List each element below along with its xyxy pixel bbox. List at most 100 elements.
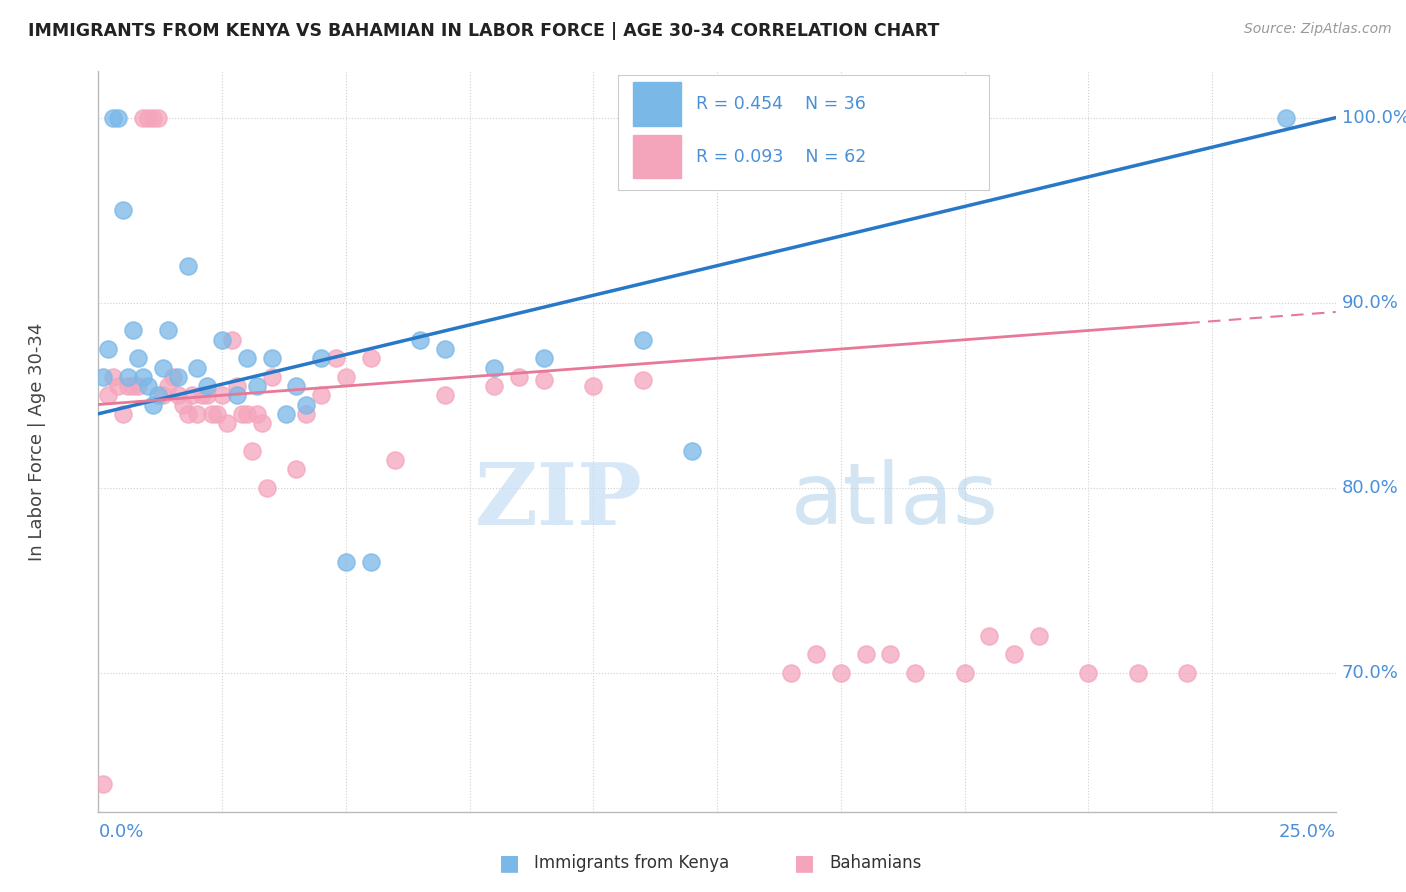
Point (132, 369, 155, 384)
Text: 80.0%: 80.0% (1341, 479, 1399, 497)
Point (191, 388, 214, 402)
Point (142, 111, 165, 125)
Point (484, 360, 506, 375)
Point (97, 342, 120, 356)
Point (953, 665, 976, 680)
Text: Bahamians: Bahamians (830, 855, 922, 872)
Point (260, 369, 283, 384)
Point (166, 388, 188, 402)
Point (136, 111, 159, 125)
Point (186, 407, 208, 421)
Text: 0.0%: 0.0% (98, 822, 143, 841)
Point (384, 453, 406, 467)
Point (533, 351, 555, 366)
Point (830, 665, 852, 680)
Point (681, 443, 703, 458)
Point (285, 379, 308, 393)
Point (904, 665, 927, 680)
Point (631, 374, 654, 388)
Point (122, 379, 145, 393)
Point (533, 374, 555, 388)
Point (285, 462, 308, 476)
Point (295, 407, 318, 421)
Point (117, 379, 139, 393)
Point (117, 369, 139, 384)
Point (276, 407, 298, 421)
Point (780, 665, 803, 680)
Text: Immigrants from Kenya: Immigrants from Kenya (534, 855, 730, 872)
Point (231, 407, 253, 421)
Point (226, 379, 249, 393)
Point (127, 379, 149, 393)
Point (246, 379, 269, 393)
Point (166, 369, 188, 384)
Point (176, 259, 198, 273)
Point (236, 351, 259, 366)
Point (146, 388, 169, 402)
Point (295, 397, 318, 411)
Point (217, 416, 239, 430)
Text: ■: ■ (794, 854, 815, 873)
Point (855, 648, 877, 662)
Point (211, 388, 233, 402)
Point (1002, 648, 1025, 662)
Point (152, 360, 174, 375)
Point (246, 407, 269, 421)
Text: 25.0%: 25.0% (1278, 822, 1336, 841)
Point (172, 397, 194, 411)
Point (142, 397, 165, 411)
Point (136, 379, 159, 393)
Text: 70.0%: 70.0% (1341, 664, 1399, 681)
Point (409, 333, 432, 347)
Text: ■: ■ (499, 854, 520, 873)
Point (103, 369, 125, 384)
Text: atlas: atlas (792, 459, 1000, 542)
Point (256, 481, 278, 495)
Point (582, 379, 605, 393)
Point (211, 333, 233, 347)
Point (176, 407, 198, 421)
Point (146, 111, 169, 125)
Point (127, 351, 149, 366)
Text: ZIP: ZIP (475, 458, 643, 542)
Point (1028, 629, 1050, 643)
Point (186, 360, 208, 375)
Point (360, 555, 382, 569)
Point (97, 388, 120, 402)
Point (195, 388, 218, 402)
Point (1275, 111, 1298, 125)
Point (433, 342, 456, 356)
Point (103, 111, 125, 125)
Point (484, 379, 506, 393)
Point (433, 388, 456, 402)
Point (93, 777, 115, 791)
Point (360, 351, 382, 366)
Point (236, 407, 259, 421)
Text: 90.0%: 90.0% (1341, 293, 1399, 311)
Point (107, 379, 129, 393)
Point (93, 369, 115, 384)
Point (1175, 665, 1198, 680)
Point (112, 407, 135, 421)
Point (162, 369, 184, 384)
Point (181, 388, 204, 402)
Point (335, 369, 357, 384)
Point (156, 323, 179, 337)
Text: 100.0%: 100.0% (1341, 109, 1406, 127)
Text: IMMIGRANTS FROM KENYA VS BAHAMIAN IN LABOR FORCE | AGE 30-34 CORRELATION CHART: IMMIGRANTS FROM KENYA VS BAHAMIAN IN LAB… (28, 22, 939, 40)
Point (1077, 665, 1099, 680)
Point (250, 416, 273, 430)
Point (205, 407, 228, 421)
Point (122, 323, 145, 337)
Point (156, 379, 179, 393)
Point (1126, 665, 1149, 680)
Point (804, 648, 827, 662)
Text: Source: ZipAtlas.com: Source: ZipAtlas.com (1244, 22, 1392, 37)
Point (107, 111, 129, 125)
Point (309, 388, 332, 402)
Point (221, 333, 243, 347)
Point (132, 111, 155, 125)
Point (195, 379, 218, 393)
Point (979, 629, 1001, 643)
Point (112, 203, 135, 218)
